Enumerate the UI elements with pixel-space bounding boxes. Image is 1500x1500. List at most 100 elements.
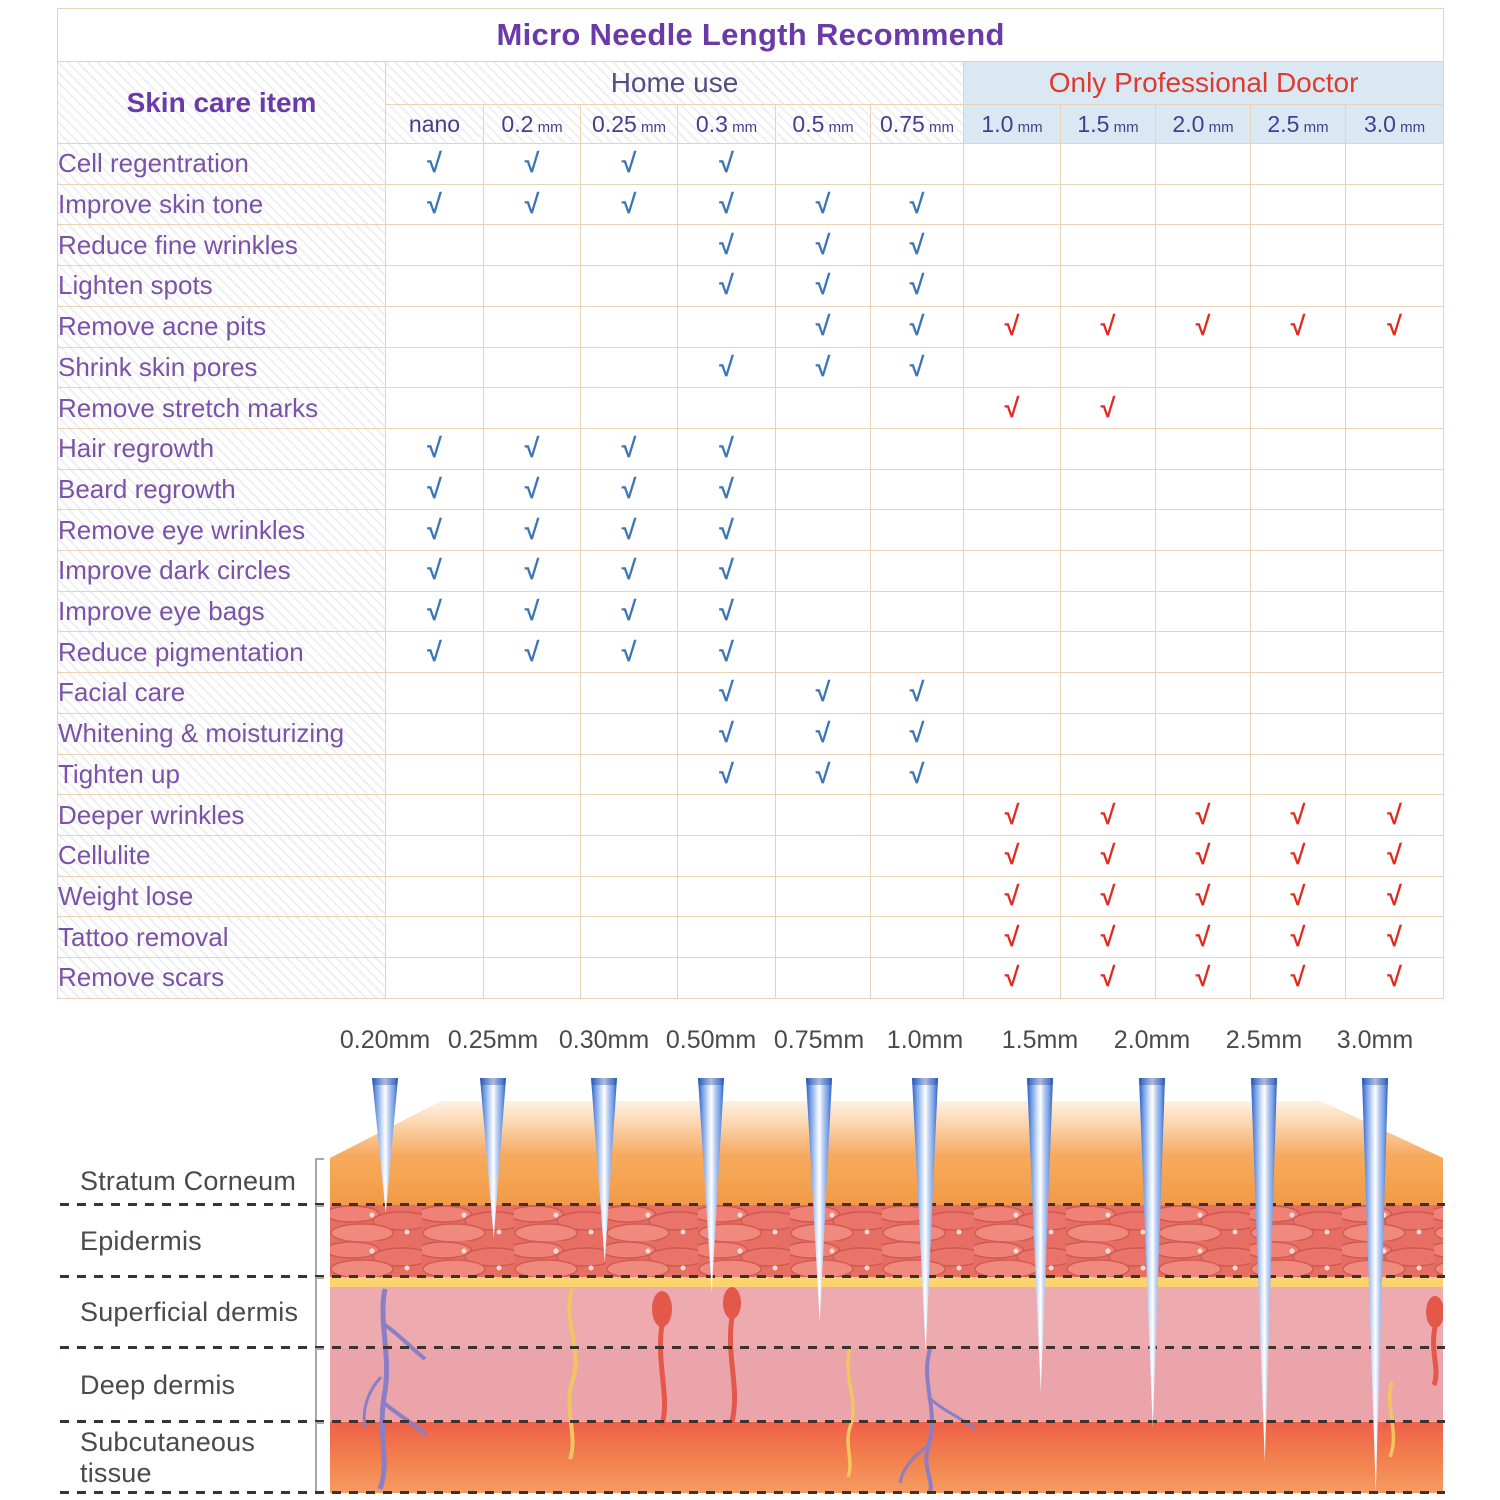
empty-cell [483,346,581,389]
empty-cell [677,305,776,348]
check-cell: √ [1250,305,1346,348]
row-label: Deeper wrinkles [57,794,386,836]
check-cell: √ [677,509,776,552]
column-header-0.5: 0.5 mm [775,104,871,144]
empty-cell [1344,753,1445,796]
empty-cell [963,265,1061,307]
dermis-vessels-art [362,1287,1443,1492]
check-cell: √ [1060,794,1156,836]
check-mark-icon: √ [1290,881,1306,911]
empty-cell [580,875,678,918]
check-mark-icon: √ [524,473,540,504]
check-cell: √ [677,143,776,185]
check-mark-icon: √ [719,351,734,382]
check-cell: √ [483,427,581,470]
check-cell: √ [1250,875,1346,918]
check-mark-icon: √ [524,514,540,545]
row-label: Cell regentration [57,143,386,185]
table-row: Lighten spots √ √ √ [57,265,1445,307]
skin-depth-diagram: 0.20mm 0.25mm 0.30mm 0.50mm 0.75mm 1.0mm 1.5mm… [0,1000,1500,1500]
column-header-1.0: 1.0 mm [963,104,1061,144]
check-mark-icon: √ [524,596,540,627]
check-cell: √ [385,631,484,674]
layer-basal-membrane [330,1277,1443,1287]
check-cell: √ [1155,305,1251,348]
needle-length-label: 2.0mm [1113,1026,1191,1054]
empty-cell [1155,468,1251,511]
empty-cell [483,875,581,918]
empty-cell [1250,550,1346,592]
empty-cell [1155,265,1251,307]
layer-superficial-dermis [330,1287,1443,1348]
empty-cell [963,346,1061,389]
check-mark-icon: √ [1100,881,1116,911]
group-header-home-use: Home use [385,61,964,105]
empty-cell [385,712,484,755]
check-cell: √ [870,672,964,714]
check-cell: √ [963,794,1061,836]
empty-cell [963,509,1061,552]
empty-cell [1250,468,1346,511]
table-row: Shrink skin pores √ √ √ [57,346,1445,389]
check-cell: √ [677,468,776,511]
needle-length-label: 0.75mm [773,1026,865,1054]
empty-cell [1250,590,1346,633]
table-title: Micro Needle Length Recommend [56,8,1445,62]
row-label: Improve dark circles [57,550,386,592]
empty-cell [1250,672,1346,714]
check-mark-icon: √ [719,433,734,464]
needle-length-label: 0.30mm [558,1026,650,1054]
check-mark-icon: √ [909,718,925,749]
check-mark-icon: √ [1004,881,1020,911]
check-cell: √ [963,387,1061,429]
empty-cell [870,468,964,511]
check-mark-icon: √ [815,351,831,382]
empty-cell [775,834,871,877]
check-cell: √ [870,753,964,796]
empty-cell [1344,509,1445,552]
empty-cell [963,183,1061,226]
table-row: Improve dark circles √ √ √ √ [57,550,1445,592]
check-cell: √ [677,224,776,267]
empty-cell [775,427,871,470]
empty-cell [870,590,964,633]
empty-cell [1155,509,1251,552]
empty-cell [1344,468,1445,511]
check-mark-icon: √ [1100,921,1116,952]
empty-cell [1155,753,1251,796]
empty-cell [1344,590,1445,633]
empty-cell [963,753,1061,796]
empty-cell [870,916,964,959]
check-cell: √ [870,183,964,226]
layer-divider-dashed-line [60,1275,1445,1278]
row-label: Reduce pigmentation [57,631,386,674]
check-cell: √ [1155,916,1251,959]
micro-needle-table: Micro Needle Length Recommend Skin care … [56,8,1445,999]
empty-cell [483,794,581,836]
empty-cell [963,550,1061,592]
empty-cell [1250,631,1346,674]
check-cell: √ [775,753,871,796]
check-cell: √ [1344,834,1445,877]
column-header-2.0: 2.0 mm [1155,104,1251,144]
table-row: Improve eye bags √ √ √ √ [57,590,1445,633]
check-mark-icon: √ [621,433,637,464]
empty-cell [775,550,871,592]
row-label: Remove acne pits [57,305,386,348]
empty-cell [483,672,581,714]
empty-cell [775,387,871,429]
check-mark-icon: √ [719,677,734,708]
check-cell: √ [677,346,776,389]
check-cell: √ [677,590,776,633]
table-row: Hair regrowth √ √ √ √ [57,427,1445,470]
check-mark-icon: √ [815,758,831,789]
check-mark-icon: √ [1387,921,1402,952]
empty-cell [483,712,581,755]
check-cell: √ [385,468,484,511]
skin-layer-label: Stratum Corneum [80,1166,297,1196]
check-mark-icon: √ [909,270,925,301]
empty-cell [1250,427,1346,470]
empty-cell [483,387,581,429]
skin-layer-label: Epidermis [80,1225,202,1256]
skin-layer-label: Deep dermis [80,1369,236,1400]
